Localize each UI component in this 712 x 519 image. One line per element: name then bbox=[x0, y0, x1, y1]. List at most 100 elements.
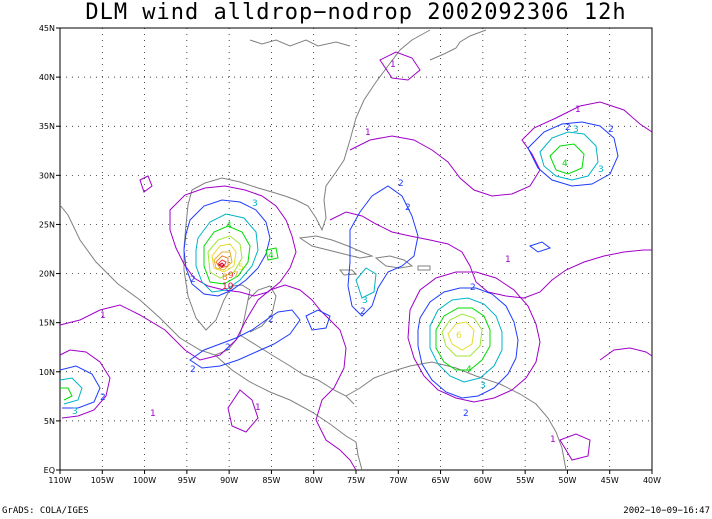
contour-labels: 1 1 1 1 1 1 1 1 2 2 2 2 2 2 2 2 2 2 2 2 … bbox=[72, 60, 614, 445]
puerto-rico bbox=[417, 265, 431, 271]
central-america-west bbox=[214, 354, 357, 443]
nova-scotia bbox=[429, 29, 487, 61]
contour-2 bbox=[417, 287, 519, 399]
lat-tick-label: 25N bbox=[39, 220, 55, 229]
hispaniola bbox=[374, 255, 414, 269]
contour-label: 4 bbox=[466, 365, 472, 375]
contour-label: 2 bbox=[100, 393, 106, 403]
lon-tick-label: 105W bbox=[91, 476, 114, 485]
lon-tick-label: 45W bbox=[601, 476, 619, 485]
lat-tick-label: 20N bbox=[39, 270, 55, 279]
lat-tick-label: 40N bbox=[39, 73, 55, 82]
contour-1 bbox=[379, 51, 421, 81]
jamaica bbox=[338, 269, 358, 276]
contour-label: 2 bbox=[360, 307, 366, 317]
lat-tick-label: 30N bbox=[39, 171, 55, 180]
coastlines bbox=[59, 29, 567, 471]
contour-label: 4 bbox=[226, 221, 232, 231]
contour-label: 2 bbox=[565, 123, 571, 133]
contour-label: 9 bbox=[228, 271, 234, 281]
contour-label: 6 bbox=[456, 331, 462, 341]
lon-tick-label: 110W bbox=[48, 476, 71, 485]
contour-3 bbox=[195, 213, 259, 293]
footer-credit: GrADS: COLA/IGES bbox=[2, 506, 89, 516]
contour-3 bbox=[355, 267, 377, 299]
contour-10 bbox=[218, 262, 225, 268]
contour-label: 3 bbox=[252, 199, 258, 209]
contour-label: 1 bbox=[390, 60, 396, 70]
axis-tick-labels: 110W 105W 100W 95W 90W 85W 80W 75W 70W 65W 60W 55W 5… bbox=[39, 24, 661, 485]
contour-label: 3 bbox=[72, 407, 78, 417]
lat-tick-label: 10N bbox=[39, 368, 55, 377]
contour-label: 3 bbox=[598, 165, 604, 175]
contour-label: 1 bbox=[365, 128, 371, 138]
contour-label: 2 bbox=[405, 203, 411, 213]
contour-2 bbox=[183, 199, 271, 297]
contour-2 bbox=[528, 241, 552, 253]
contour-1 bbox=[59, 349, 111, 419]
contour-6 bbox=[211, 243, 237, 273]
south-america-coast bbox=[345, 361, 567, 471]
contour-4 bbox=[203, 225, 251, 285]
lat-tick-label: 15N bbox=[39, 319, 55, 328]
northeast-inland bbox=[249, 39, 351, 47]
lon-tick-label: 80W bbox=[305, 476, 323, 485]
contour-label: 1 bbox=[100, 311, 106, 321]
lon-tick-label: 90W bbox=[220, 476, 238, 485]
contour-label: 2 bbox=[268, 315, 274, 325]
contour-4 bbox=[549, 143, 585, 175]
south-america-west bbox=[355, 441, 363, 471]
lon-tick-label: 75W bbox=[347, 476, 365, 485]
lon-tick-label: 40W bbox=[643, 476, 661, 485]
contour-label: 3 bbox=[480, 381, 486, 391]
contour-1 bbox=[407, 271, 541, 403]
contour-1 bbox=[349, 101, 653, 197]
contour-label: 5 bbox=[238, 263, 244, 273]
contour-label: 8 bbox=[222, 273, 228, 283]
lat-tick-label: 35N bbox=[39, 122, 55, 131]
lon-tick-label: 65W bbox=[432, 476, 450, 485]
contour-2 bbox=[59, 365, 101, 409]
lat-tick-label: 5N bbox=[44, 417, 55, 426]
contour-8 bbox=[215, 255, 229, 269]
contour-label: 2 bbox=[463, 409, 469, 419]
contour-5 bbox=[441, 313, 483, 357]
lon-tick-label: 60W bbox=[474, 476, 492, 485]
yucatan bbox=[247, 285, 277, 333]
contour-5 bbox=[207, 235, 243, 279]
lon-tick-label: 95W bbox=[178, 476, 196, 485]
contour-2 bbox=[305, 309, 331, 331]
contour-label: 1 bbox=[505, 255, 511, 265]
contour-4 bbox=[435, 307, 491, 371]
map-title: DLM wind alldrop−nodrop 2002092306 12h bbox=[85, 0, 627, 25]
contour-6 bbox=[447, 321, 475, 351]
contour-2 bbox=[527, 121, 619, 187]
contour-label: 2 bbox=[225, 343, 231, 353]
contour-2 bbox=[347, 185, 419, 317]
contour-label: 10 bbox=[222, 282, 234, 292]
central-america-coast bbox=[239, 334, 355, 405]
contour-label: 7 bbox=[233, 271, 239, 281]
contour-label: 2 bbox=[190, 275, 196, 285]
contour-label: 1 bbox=[550, 435, 556, 445]
contour-label: 2 bbox=[608, 125, 614, 135]
contour-4 bbox=[265, 247, 279, 261]
contour-1 bbox=[169, 185, 297, 297]
footer-timestamp: 2002−10−09−16:47 bbox=[623, 506, 710, 516]
contour-2 bbox=[189, 309, 301, 369]
contour-label: 1 bbox=[575, 105, 581, 115]
lat-tick-label: EQ bbox=[44, 466, 55, 475]
contour-9 bbox=[217, 259, 227, 267]
contour-3 bbox=[539, 131, 599, 181]
contour-label: 2 bbox=[398, 179, 404, 189]
lon-tick-label: 50W bbox=[558, 476, 576, 485]
contour-3 bbox=[59, 377, 83, 405]
contour-1 bbox=[227, 389, 259, 433]
contour-1 bbox=[599, 347, 653, 361]
contour-label: 1 bbox=[255, 403, 261, 413]
contour-label: 1 bbox=[150, 409, 156, 419]
lon-tick-label: 100W bbox=[133, 476, 156, 485]
contour-3 bbox=[429, 297, 503, 383]
contour-label: 4 bbox=[268, 251, 274, 261]
